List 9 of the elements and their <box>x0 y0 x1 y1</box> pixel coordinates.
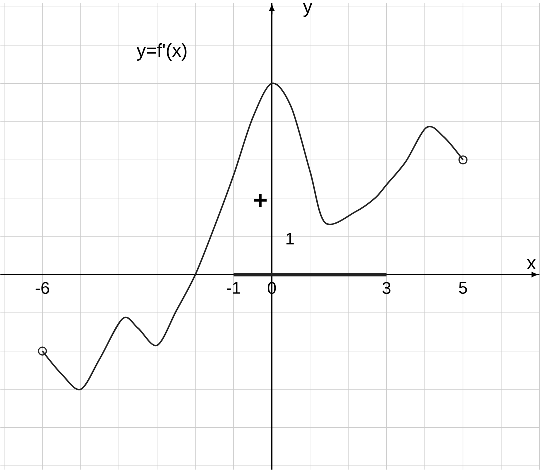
y-axis-title: y <box>303 3 313 17</box>
x-tick-label: -6 <box>36 282 50 294</box>
annotation: + <box>254 194 267 207</box>
x-axis-title: x <box>527 259 536 270</box>
x-tick-label: 3 <box>382 282 391 294</box>
text: y=f'(x) <box>136 43 187 61</box>
annotation: 1 <box>286 232 294 244</box>
x-tick-label: 5 <box>459 282 468 294</box>
x-tick-label: -1 <box>227 282 240 294</box>
